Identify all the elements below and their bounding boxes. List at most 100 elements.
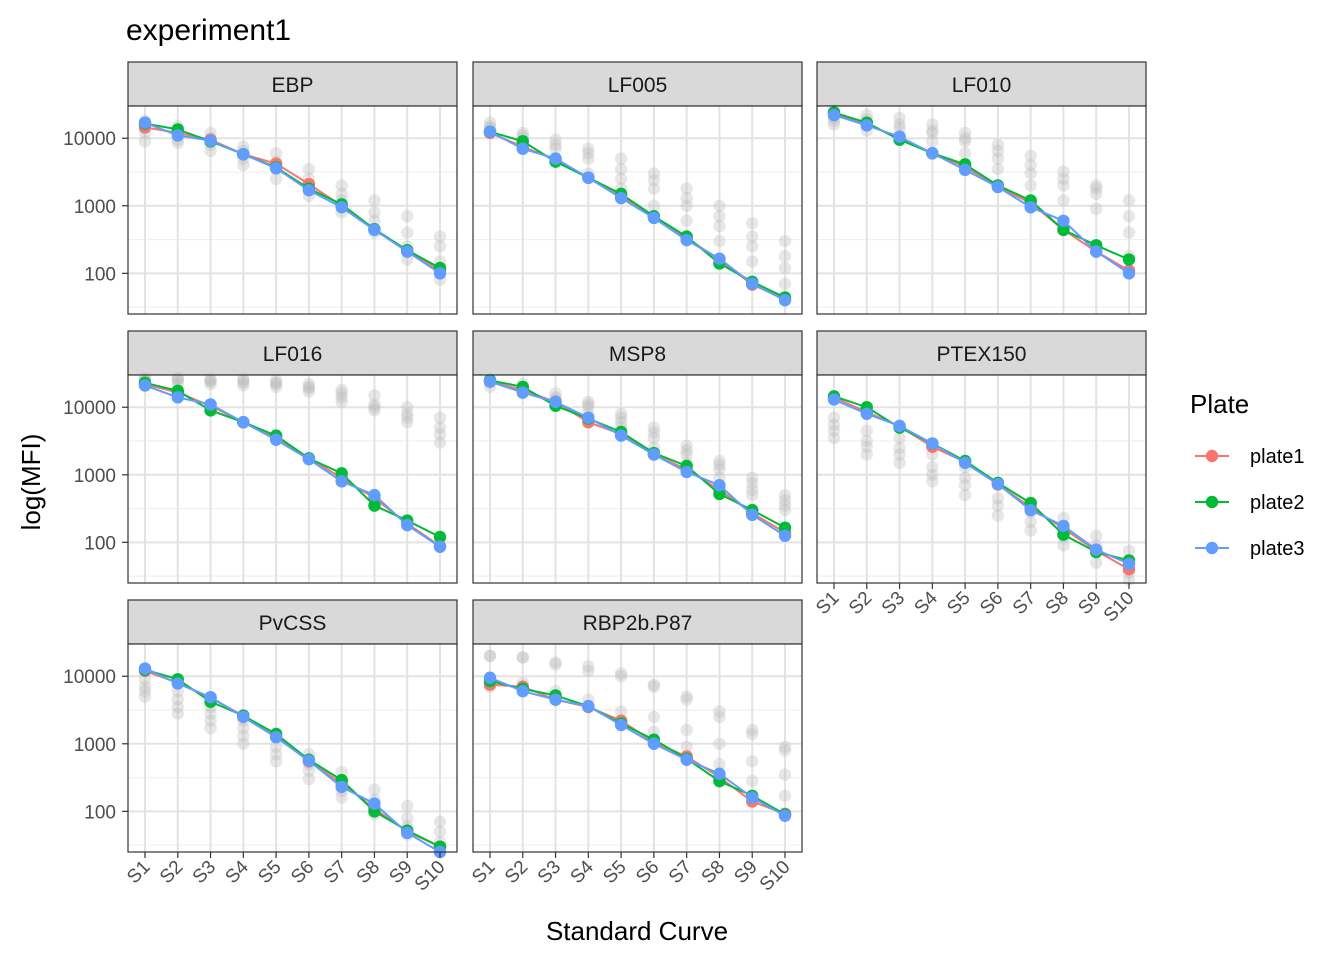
series-point-plate3 xyxy=(516,386,529,399)
series-point-plate3 xyxy=(778,809,792,822)
background-point xyxy=(647,426,661,439)
background-point xyxy=(237,729,250,743)
y-tick-label: 10000 xyxy=(63,129,116,150)
background-point xyxy=(778,740,792,754)
legend-label: plate2 xyxy=(1250,492,1305,514)
background-point xyxy=(269,374,283,387)
background-point xyxy=(302,380,316,394)
background-point xyxy=(335,395,348,409)
background-point xyxy=(483,649,497,663)
x-tick-label: S9 xyxy=(385,857,416,888)
background-point xyxy=(926,126,939,140)
background-point xyxy=(401,411,414,424)
background-point xyxy=(368,194,381,207)
x-tick-label: S3 xyxy=(878,588,909,619)
y-tick-label: 100 xyxy=(84,264,116,285)
series-point-plate3 xyxy=(433,540,447,553)
x-tick-label: S9 xyxy=(730,857,761,888)
background-point xyxy=(713,458,726,472)
background-point xyxy=(204,714,217,727)
background-point xyxy=(335,387,348,400)
x-tick-label: S3 xyxy=(534,857,565,888)
background-point xyxy=(991,162,1005,176)
series-point-plate3 xyxy=(368,223,381,237)
series-point-plate3 xyxy=(746,791,759,804)
background-point xyxy=(926,118,939,131)
facet-strip xyxy=(816,61,1147,107)
background-point xyxy=(1122,210,1136,223)
series-point-plate2 xyxy=(368,499,381,512)
background-point xyxy=(433,436,447,449)
background-point xyxy=(958,126,972,140)
background-point xyxy=(647,173,661,187)
series-line-plate2 xyxy=(489,680,786,816)
background-point xyxy=(1122,226,1136,239)
series-point-plate3 xyxy=(893,130,906,143)
x-tick-label: S6 xyxy=(976,588,1007,619)
background-point xyxy=(647,199,661,212)
background-point xyxy=(1090,187,1103,201)
x-tick-label: S9 xyxy=(1074,588,1105,619)
series-point-plate3 xyxy=(958,456,972,470)
background-point xyxy=(516,651,529,664)
legend-key-point xyxy=(1205,541,1219,555)
background-point xyxy=(860,440,873,453)
series-point-plate3 xyxy=(680,465,693,479)
facet-strip xyxy=(127,61,458,107)
series-line-plate3 xyxy=(144,667,441,853)
background-point xyxy=(335,791,348,804)
facet-strip-label: MSP8 xyxy=(609,343,666,366)
background-point xyxy=(778,494,792,507)
background-point xyxy=(827,431,841,445)
series-point-plate3 xyxy=(778,294,792,307)
series-point-plate3 xyxy=(549,395,562,409)
background-point xyxy=(713,737,726,750)
background-point xyxy=(237,379,250,392)
background-point xyxy=(204,144,217,158)
series-point-plate3 xyxy=(269,731,283,744)
background-point xyxy=(614,162,628,176)
series-line-plate3 xyxy=(833,398,1130,565)
background-point xyxy=(746,483,759,496)
background-point xyxy=(237,374,250,387)
background-point xyxy=(582,660,595,673)
series-point-plate3 xyxy=(1057,214,1070,227)
background-point xyxy=(582,152,595,165)
background-point xyxy=(269,748,283,761)
x-tick-label: S6 xyxy=(632,857,663,888)
x-tick-label: S2 xyxy=(845,588,876,619)
series-point-plate3 xyxy=(614,718,628,732)
background-point xyxy=(1057,194,1070,207)
x-tick-label: S5 xyxy=(599,857,630,888)
series-line-plate3 xyxy=(833,114,1130,275)
series-point-plate3 xyxy=(746,277,759,290)
series-line-plate2 xyxy=(489,130,786,299)
series-point-plate3 xyxy=(171,391,184,404)
background-point xyxy=(778,744,792,757)
facet-strip xyxy=(472,599,803,645)
background-point xyxy=(958,479,972,492)
facet-strip-label: RBP2b.P87 xyxy=(583,612,693,635)
facet-strip xyxy=(472,61,803,107)
panel-background xyxy=(128,106,457,314)
background-point xyxy=(778,249,792,263)
legend-label: plate1 xyxy=(1250,446,1305,468)
background-point xyxy=(827,411,841,424)
background-point xyxy=(204,375,217,388)
background-point xyxy=(958,147,972,160)
background-point xyxy=(647,167,661,180)
series-line-plate3 xyxy=(144,384,441,548)
series-point-plate3 xyxy=(483,125,497,138)
panel-border xyxy=(127,374,458,584)
x-tick-label: S10 xyxy=(1100,588,1139,627)
series-point-plate3 xyxy=(171,129,184,142)
facet-strip xyxy=(472,330,803,376)
x-tick-label: S1 xyxy=(123,857,154,888)
background-point xyxy=(860,434,873,447)
panel-border xyxy=(816,105,1147,315)
background-point xyxy=(302,377,316,391)
x-tick-label: S10 xyxy=(756,857,795,896)
background-point xyxy=(926,468,939,481)
series-line-plate3 xyxy=(489,380,786,537)
